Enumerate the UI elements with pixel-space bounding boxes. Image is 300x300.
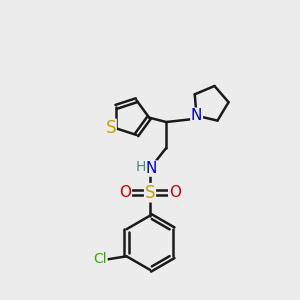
Text: O: O	[169, 185, 181, 200]
Text: Cl: Cl	[93, 252, 107, 266]
Text: N: N	[146, 161, 157, 176]
Text: O: O	[119, 185, 131, 200]
Text: S: S	[145, 184, 155, 202]
Text: S: S	[106, 119, 116, 137]
Text: N: N	[191, 108, 202, 123]
Text: H: H	[136, 160, 146, 174]
